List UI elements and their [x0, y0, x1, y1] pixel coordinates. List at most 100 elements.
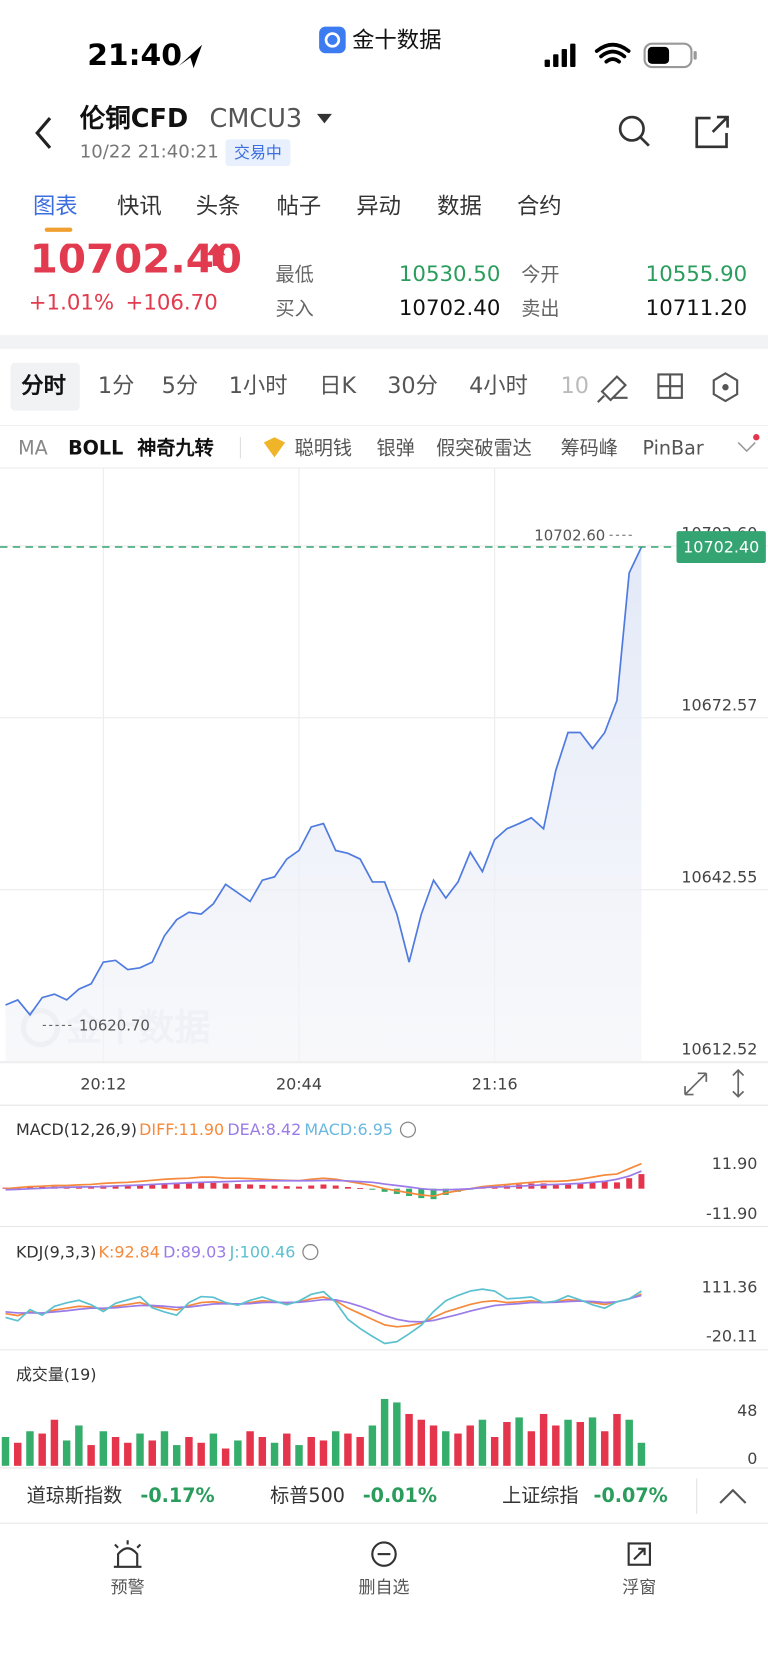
- quote-value: 10711.20: [646, 296, 747, 321]
- period[interactable]: 分时: [21, 373, 66, 399]
- period[interactable]: 5分: [162, 373, 199, 399]
- tab[interactable]: 异动: [356, 193, 401, 219]
- volume-bar: [1, 1437, 10, 1466]
- legend-entry: K:92.84: [99, 1243, 160, 1262]
- state-badge: [225, 139, 291, 166]
- tab[interactable]: 头条: [196, 193, 241, 219]
- nav-label[interactable]: 预警: [111, 1578, 145, 1598]
- current-price-label: 10702.40: [683, 538, 759, 557]
- period[interactable]: 30分: [387, 373, 438, 399]
- status-app: 金十数据: [352, 27, 441, 53]
- indicator[interactable]: PinBar: [642, 436, 703, 459]
- code-dropdown[interactable]: [316, 113, 332, 124]
- unwatch-icon[interactable]: [371, 1541, 397, 1567]
- y-tick-label: 10612.52: [681, 1039, 757, 1058]
- battery-level: [647, 46, 670, 64]
- legend-entry: MACD:6.95: [304, 1120, 393, 1139]
- indicator[interactable]: 筹码峰: [561, 436, 618, 459]
- macd-bar: [39, 1186, 46, 1189]
- volume-bar: [209, 1433, 218, 1466]
- nav-label[interactable]: 浮窗: [622, 1578, 656, 1598]
- volume-bar: [356, 1437, 364, 1466]
- period-bar: 分时 1分 5分 1小时 日K 30分 4小时 10: [21, 373, 589, 399]
- more-indicators[interactable]: [737, 441, 756, 453]
- settings-tool[interactable]: [712, 372, 739, 403]
- volume-bar: [564, 1419, 572, 1466]
- tab[interactable]: 图表: [33, 193, 78, 219]
- indicator[interactable]: BOLL: [68, 436, 123, 459]
- x-tick-label: 20:12: [80, 1074, 126, 1093]
- quote-value: 10702.40: [399, 296, 500, 321]
- volume-bar: [490, 1437, 499, 1466]
- tab[interactable]: 合约: [517, 193, 562, 219]
- volume-bar: [246, 1431, 254, 1466]
- macd-bar: [112, 1185, 119, 1189]
- nav-label[interactable]: 删自选: [359, 1578, 410, 1598]
- volume-bar: [221, 1448, 230, 1466]
- volume-bar: [307, 1437, 315, 1466]
- macd-bar: [149, 1184, 156, 1189]
- panel-settings[interactable]: [302, 1243, 319, 1261]
- settings-dot: [722, 384, 729, 391]
- volume-bar: [50, 1419, 59, 1466]
- volume-bar: [478, 1419, 487, 1466]
- indicator-bar: MA BOLL 神奇九转 聪明钱 银弹 假突破雷达 筹码峰 PinBar: [18, 436, 704, 459]
- ticker-change: -0.17%: [140, 1484, 214, 1507]
- indicator[interactable]: 聪明钱: [295, 436, 352, 459]
- indicator[interactable]: 银弹: [377, 436, 415, 459]
- float-icon[interactable]: [627, 1542, 651, 1566]
- period[interactable]: 日K: [319, 373, 357, 399]
- search-button[interactable]: [618, 115, 645, 142]
- status-time: 21:40: [87, 38, 182, 73]
- tab[interactable]: 帖子: [277, 193, 322, 219]
- volume-bar: [405, 1413, 413, 1466]
- scale-button[interactable]: [732, 1068, 745, 1098]
- up-arrow: [206, 243, 226, 266]
- y-tick-label: 11.90: [712, 1154, 758, 1173]
- change-pct: +1.01%: [29, 291, 114, 316]
- change-abs: +106.70: [126, 291, 218, 316]
- panel-title: KDJ(9,3,3): [16, 1243, 96, 1262]
- volume-bar: [637, 1442, 646, 1466]
- period[interactable]: 1分: [98, 373, 135, 399]
- app-icon-mark: [324, 32, 341, 48]
- indicator[interactable]: MA: [18, 436, 48, 459]
- indicator[interactable]: 神奇九转: [137, 436, 214, 459]
- expand-tickers[interactable]: [719, 1488, 747, 1504]
- new-dot: [753, 434, 760, 441]
- panel-settings[interactable]: [399, 1121, 417, 1138]
- back-button[interactable]: [35, 117, 52, 149]
- volume-bar: [197, 1442, 205, 1466]
- macd-bar: [222, 1183, 229, 1189]
- signal-icon: [544, 43, 576, 68]
- volume-bar: [588, 1417, 597, 1466]
- price-area: [5, 547, 642, 1062]
- macd-bar: [357, 1188, 364, 1189]
- charts: 金十数据20:1220:4421:1610612.5210642.5510672…: [0, 468, 768, 1468]
- indicator[interactable]: 假突破雷达: [436, 436, 532, 459]
- volume-bar: [319, 1440, 328, 1466]
- y-tick-label: 48: [737, 1401, 757, 1420]
- last-price: 10702.40: [30, 235, 242, 283]
- volume-bar: [429, 1425, 438, 1466]
- volume-bar: [601, 1431, 609, 1466]
- volume-bar: [466, 1425, 474, 1466]
- period[interactable]: 10: [561, 373, 589, 399]
- volume-bar: [552, 1425, 560, 1466]
- fullscreen-button[interactable]: [684, 1072, 708, 1096]
- tab[interactable]: 数据: [437, 193, 482, 219]
- draw-tool[interactable]: [597, 375, 628, 403]
- period[interactable]: 1小时: [229, 373, 288, 399]
- share-button[interactable]: [695, 115, 729, 149]
- period-selected-bg: [10, 362, 80, 411]
- tab[interactable]: 快讯: [117, 193, 162, 219]
- volume-bar: [185, 1437, 193, 1466]
- app-icon: [319, 26, 346, 54]
- alert-icon[interactable]: [113, 1540, 142, 1568]
- period[interactable]: 4小时: [469, 373, 528, 399]
- instrument-code[interactable]: CMCU3: [210, 104, 303, 134]
- volume-bar: [380, 1398, 389, 1466]
- macd-bar: [418, 1188, 425, 1199]
- quote-grid: 最低 10530.50 今开 10555.90 买入 10702.40 卖出 10711.20: [276, 262, 748, 321]
